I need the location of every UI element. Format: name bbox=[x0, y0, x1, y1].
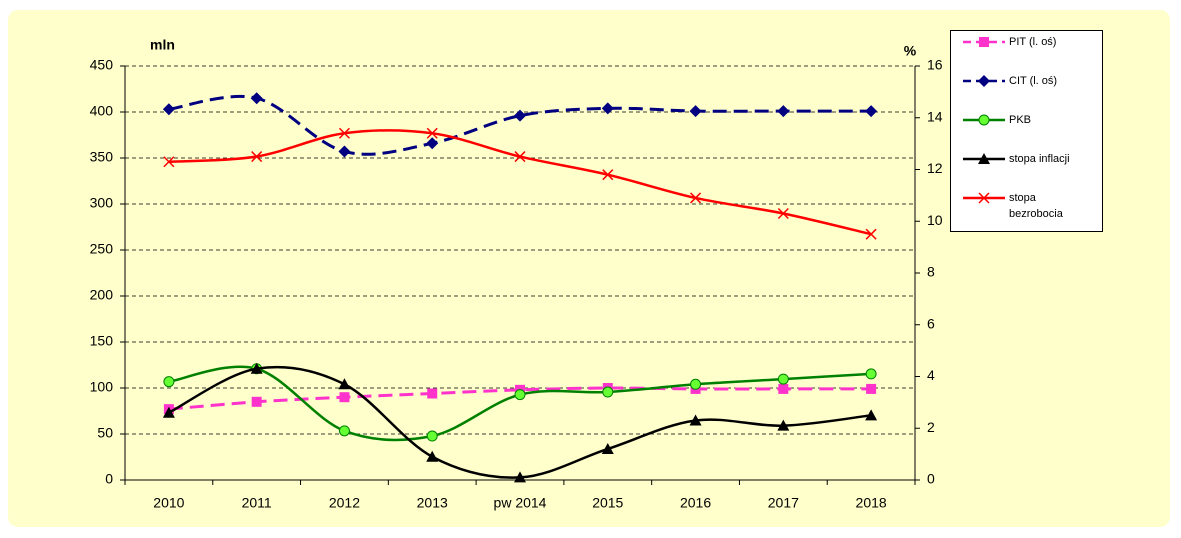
marker bbox=[163, 376, 175, 388]
x-tick-label: 2013 bbox=[417, 495, 448, 511]
y2-tick-label: 4 bbox=[927, 367, 935, 383]
marker bbox=[426, 127, 438, 139]
marker bbox=[426, 450, 439, 462]
marker bbox=[602, 386, 614, 398]
marker bbox=[338, 145, 351, 158]
marker bbox=[689, 105, 702, 118]
y2-tick-label: 0 bbox=[927, 471, 935, 487]
x-tick-label: 2012 bbox=[329, 495, 360, 511]
x-tick-label: 2011 bbox=[242, 495, 272, 511]
marker bbox=[777, 105, 790, 118]
marker bbox=[602, 169, 614, 181]
series-line bbox=[168, 386, 872, 411]
x-tick-label: 2018 bbox=[856, 495, 887, 511]
y-tick-label: 450 bbox=[90, 57, 114, 73]
marker bbox=[339, 392, 350, 403]
y2-tick-label: 12 bbox=[927, 160, 943, 176]
legend-entry: PIT (l. oś) bbox=[961, 34, 1089, 50]
legend-swatch bbox=[963, 75, 1005, 87]
marker bbox=[778, 383, 789, 394]
y-tick-label: 0 bbox=[105, 471, 113, 487]
y-tick-label: 300 bbox=[90, 195, 114, 211]
x-tick-label: 2017 bbox=[768, 495, 799, 511]
marker bbox=[338, 425, 350, 437]
y-tick-label: 350 bbox=[90, 149, 114, 165]
series-line bbox=[168, 94, 872, 156]
marker bbox=[865, 228, 877, 240]
marker bbox=[514, 151, 526, 163]
marker bbox=[514, 471, 526, 483]
legend-swatch bbox=[963, 153, 1005, 164]
legend-label: CIT (l. oś) bbox=[1009, 75, 1058, 87]
y2-tick-label: 8 bbox=[927, 264, 935, 280]
legend-swatch bbox=[963, 114, 1005, 126]
y2-axis-label: % bbox=[904, 43, 917, 59]
marker bbox=[777, 419, 790, 431]
marker bbox=[979, 37, 989, 47]
legend: PIT (l. oś) CIT (l. oś) PKB stopa inflacji s… bbox=[950, 30, 1103, 232]
y-axis-label: mln bbox=[150, 37, 175, 53]
marker bbox=[777, 207, 789, 220]
marker bbox=[250, 362, 263, 374]
marker bbox=[251, 151, 263, 163]
marker bbox=[163, 156, 175, 168]
x-tick-label: 2015 bbox=[592, 495, 623, 511]
marker bbox=[601, 102, 614, 115]
y2-tick-label: 6 bbox=[927, 315, 935, 331]
marker bbox=[426, 137, 439, 150]
marker bbox=[866, 383, 877, 394]
y-tick-label: 400 bbox=[90, 103, 114, 119]
marker bbox=[978, 153, 990, 164]
legend-entry: PKB bbox=[961, 112, 1089, 128]
marker bbox=[601, 442, 614, 454]
y-tick-label: 200 bbox=[90, 287, 114, 303]
marker bbox=[865, 409, 878, 421]
marker bbox=[865, 368, 877, 380]
legend-label: PKB bbox=[1009, 114, 1032, 126]
marker bbox=[250, 92, 263, 105]
y-tick-label: 100 bbox=[90, 379, 114, 395]
marker bbox=[777, 373, 789, 385]
legend-label: stopa inflacji bbox=[1009, 153, 1070, 165]
y-tick-label: 250 bbox=[90, 241, 114, 257]
marker bbox=[865, 105, 878, 118]
marker bbox=[978, 192, 990, 204]
legend-label: stopa bezrobocia bbox=[1009, 192, 1063, 220]
marker bbox=[162, 103, 175, 116]
x-tick-label: pw 2014 bbox=[494, 495, 547, 511]
legend-entry: stopa bezrobocia bbox=[961, 190, 1089, 222]
y2-tick-label: 2 bbox=[927, 419, 935, 435]
legend-entry: CIT (l. oś) bbox=[961, 73, 1089, 89]
legend-swatch bbox=[963, 37, 1005, 47]
marker bbox=[978, 75, 990, 87]
marker bbox=[514, 109, 526, 122]
y2-tick-label: 10 bbox=[927, 212, 943, 228]
marker bbox=[978, 114, 990, 126]
marker bbox=[338, 378, 351, 390]
marker bbox=[426, 430, 438, 442]
marker bbox=[427, 388, 438, 399]
y-tick-label: 150 bbox=[90, 333, 114, 349]
y2-tick-label: 14 bbox=[927, 108, 943, 124]
marker bbox=[338, 127, 350, 139]
marker bbox=[251, 396, 262, 407]
y2-tick-label: 16 bbox=[927, 57, 943, 73]
legend-label: PIT (l. oś) bbox=[1009, 36, 1057, 48]
y-tick-label: 50 bbox=[97, 425, 113, 441]
x-tick-label: 2016 bbox=[680, 495, 711, 511]
marker bbox=[689, 414, 702, 426]
legend-swatch bbox=[963, 192, 1005, 204]
marker bbox=[690, 192, 702, 204]
marker bbox=[514, 389, 526, 401]
marker bbox=[162, 406, 175, 418]
x-tick-label: 2010 bbox=[153, 495, 184, 511]
marker bbox=[690, 378, 702, 390]
legend-entry: stopa inflacji bbox=[961, 151, 1089, 167]
